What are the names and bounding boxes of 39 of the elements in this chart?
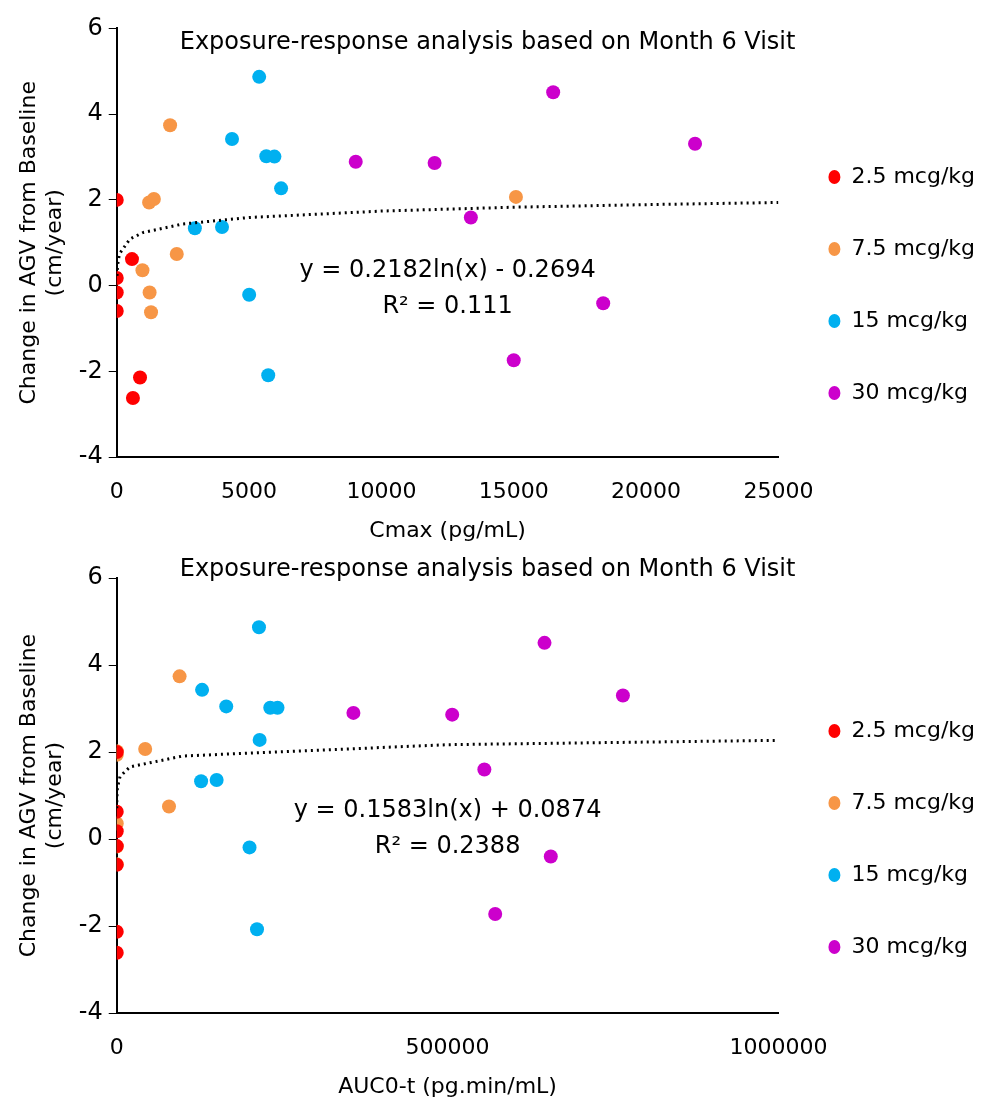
x-tick-label: 20000 (611, 478, 682, 504)
y-axis-title: Change in AGV from Baseline (cm/year) (14, 633, 67, 958)
annotation: R² = 0.111 (382, 291, 513, 320)
legend-label: 7.5 mcg/kg (851, 234, 975, 260)
annotation: y = 0.2182ln(x) - 0.2694 (299, 255, 596, 284)
x-tick-label: 5000 (221, 478, 278, 504)
x-tick-label: 25000 (743, 478, 814, 504)
x-axis-title: Cmax (pg/mL) (369, 516, 526, 542)
legend-label: 30 mcg/kg (851, 932, 969, 958)
x-axis-title: AUC0-t (pg.min/mL) (338, 1072, 557, 1098)
y-tick-label: -4 (78, 441, 103, 470)
x-tick-label: 15000 (478, 478, 549, 504)
x-tick-label: 10000 (346, 478, 417, 504)
legend-label: 2.5 mcg/kg (851, 716, 975, 742)
y-tick-label: 0 (87, 269, 103, 298)
y-tick-label: -2 (78, 910, 103, 939)
legend-label: 2.5 mcg/kg (851, 162, 975, 188)
y-tick-label: 2 (87, 184, 103, 213)
y-axis-title: Change in AGV from Baseline (cm/year) (14, 81, 67, 405)
chart-title: Exposure-response analysis based on Month 6 Visit (179, 26, 796, 55)
y-tick-label: 2 (87, 736, 103, 765)
y-tick-label: -4 (78, 997, 103, 1026)
y-tick-label: 6 (87, 562, 103, 591)
legend-label: 15 mcg/kg (851, 860, 969, 886)
annotation: y = 0.1583ln(x) + 0.0874 (293, 795, 602, 824)
x-tick-label: 1000000 (729, 1034, 828, 1060)
y-tick-label: -2 (78, 355, 103, 384)
chart-title: Exposure-response analysis based on Month 6 Visit (179, 554, 796, 583)
y-tick-label: 6 (87, 12, 103, 41)
x-tick-label: 0 (109, 478, 124, 504)
x-tick-label: 500000 (405, 1034, 490, 1060)
y-tick-label: 4 (87, 649, 103, 678)
legend-label: 7.5 mcg/kg (851, 788, 975, 814)
legend-label: 30 mcg/kg (851, 378, 969, 404)
y-tick-label: 0 (87, 823, 103, 852)
y-tick-label: 4 (87, 98, 103, 127)
x-tick-label: 0 (109, 1034, 124, 1060)
legend-label: 15 mcg/kg (851, 306, 969, 332)
annotation: R² = 0.2388 (374, 831, 521, 860)
